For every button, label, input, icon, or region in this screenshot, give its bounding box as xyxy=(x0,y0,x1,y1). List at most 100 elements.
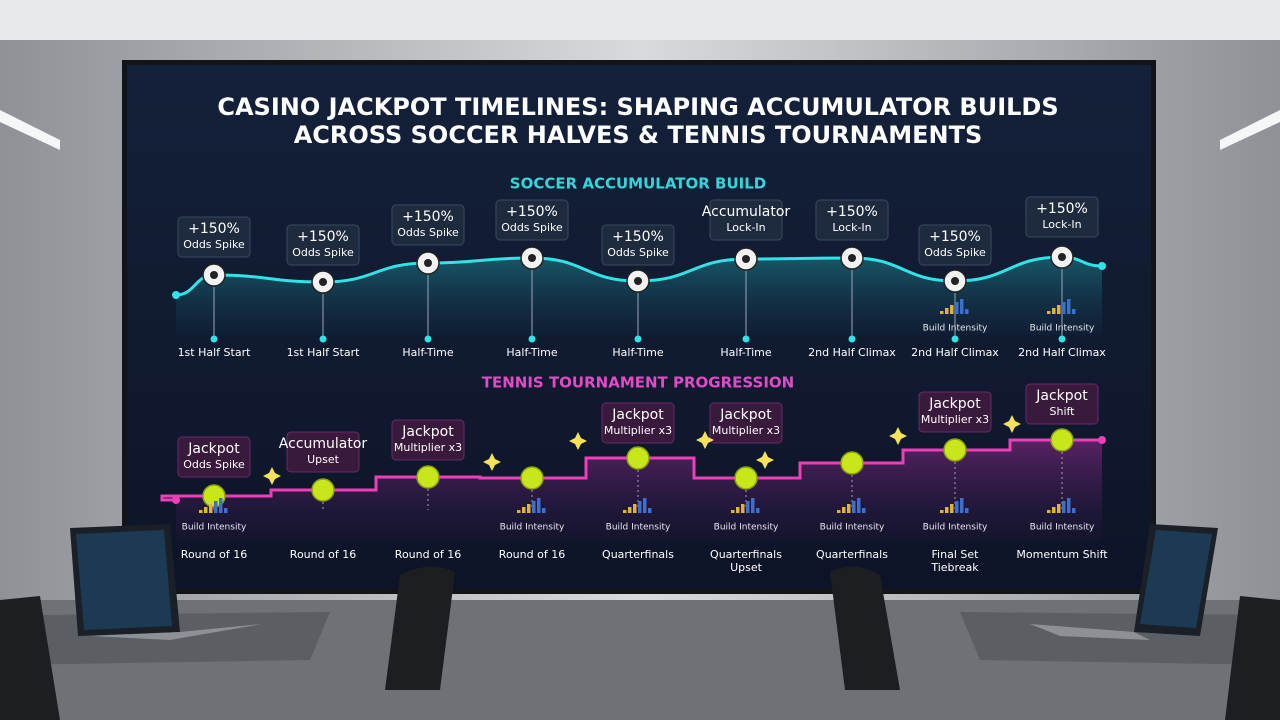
callout-text: +150% xyxy=(929,229,981,245)
chair xyxy=(1225,596,1280,720)
title: ACROSS SOCCER HALVES & TENNIS TOURNAMENT… xyxy=(294,121,983,149)
intensity-label: Build Intensity xyxy=(923,324,988,334)
event-label: Quarterfinals xyxy=(816,548,888,561)
node-dot xyxy=(634,335,642,343)
callout-text: Jackpot xyxy=(401,424,454,440)
intensity-bar xyxy=(756,508,760,513)
sparkle xyxy=(1003,415,1021,433)
callout xyxy=(1025,383,1099,425)
callout-text: +150% xyxy=(612,229,664,245)
intensity-bar xyxy=(638,501,642,513)
intensity-label: Build Intensity xyxy=(1030,324,1095,334)
intensity-bar xyxy=(945,507,949,513)
intensity-label: Build Intensity xyxy=(606,523,671,533)
ball-patch xyxy=(848,254,856,262)
light xyxy=(1220,110,1280,150)
intensity-bar xyxy=(1072,309,1076,314)
intensity-bar xyxy=(623,510,627,513)
callout-text: Odds Spike xyxy=(183,458,245,471)
callout-text: Jackpot xyxy=(719,407,772,423)
intensity-bar xyxy=(628,507,632,513)
callout-text: +150% xyxy=(506,204,558,220)
callout xyxy=(709,199,783,241)
event-label: Upset xyxy=(730,561,763,574)
intensity-bar xyxy=(209,504,213,513)
intensity-bar xyxy=(522,507,526,513)
callout-text: +150% xyxy=(188,221,240,237)
callout xyxy=(286,224,360,266)
sparkle xyxy=(569,432,587,450)
callout xyxy=(177,436,251,478)
ball-patch xyxy=(528,254,536,262)
event-label: Quarterfinals xyxy=(602,548,674,561)
intensity-bar xyxy=(542,508,546,513)
intensity-bar xyxy=(940,311,944,314)
laptop-base xyxy=(90,624,262,640)
intensity-bar xyxy=(1057,504,1061,513)
intensity-bar xyxy=(648,508,652,513)
callout-text: +150% xyxy=(1036,201,1088,217)
callout-text: Odds Spike xyxy=(501,221,563,234)
callout-text: Multiplier x3 xyxy=(712,424,780,437)
intensity-bar xyxy=(736,507,740,513)
callout xyxy=(391,204,465,246)
sparkle xyxy=(889,427,907,445)
node-dot xyxy=(319,335,327,343)
intensity-bar xyxy=(204,507,208,513)
event-label: Half-Time xyxy=(612,346,663,359)
sparkle xyxy=(756,451,774,469)
intensity-bar xyxy=(950,305,954,314)
sparkle xyxy=(263,467,281,485)
sparkle xyxy=(696,431,714,449)
area xyxy=(176,257,1102,335)
callout-text: Multiplier x3 xyxy=(394,441,462,454)
callout xyxy=(391,419,465,461)
callout-text: Jackpot xyxy=(1035,388,1088,404)
intensity-label: Build Intensity xyxy=(714,523,779,533)
callout-text: Shift xyxy=(1049,405,1075,418)
intensity-bar xyxy=(751,498,755,513)
intensity-bar xyxy=(940,510,944,513)
intensity-bar xyxy=(219,498,223,513)
intensity-bar xyxy=(741,504,745,513)
ball xyxy=(520,466,544,490)
title: CASINO JACKPOT TIMELINES: SHAPING ACCUMU… xyxy=(217,93,1058,121)
intensity-bar xyxy=(1057,305,1061,314)
intensity-bar xyxy=(1072,508,1076,513)
tennis-timeline: Jackpot Odds Spike Build Intensity Round of… xyxy=(160,383,1108,574)
ball xyxy=(416,465,440,489)
intensity-bar xyxy=(517,510,521,513)
event-label: Round of 16 xyxy=(290,548,356,561)
ball xyxy=(840,451,864,475)
event-label: Half-Time xyxy=(720,346,771,359)
intensity-bar xyxy=(731,510,735,513)
event-label: Quarterfinals xyxy=(710,548,782,561)
chair xyxy=(830,566,900,690)
ball-patch xyxy=(210,271,218,279)
intensity-bar xyxy=(537,498,541,513)
event-label: 1st Half Start xyxy=(287,346,361,359)
sparkle xyxy=(483,453,501,471)
callout xyxy=(495,199,569,241)
callout-text: Odds Spike xyxy=(292,246,354,259)
ball xyxy=(943,438,967,462)
intensity-bar xyxy=(950,504,954,513)
intensity-bar xyxy=(862,508,866,513)
light xyxy=(0,110,60,150)
intensity-bar xyxy=(214,501,218,513)
event-label: Tiebreak xyxy=(930,561,979,574)
callout-text: +150% xyxy=(402,209,454,225)
intensity-bar xyxy=(643,498,647,513)
laptop-screen xyxy=(1140,530,1212,628)
callout xyxy=(601,402,675,444)
intensity-bar xyxy=(527,504,531,513)
area xyxy=(162,440,1102,540)
end-dot xyxy=(1098,436,1106,444)
intensity-bar xyxy=(955,302,959,314)
callout xyxy=(177,216,251,258)
ball xyxy=(1050,428,1074,452)
callout xyxy=(286,431,360,473)
